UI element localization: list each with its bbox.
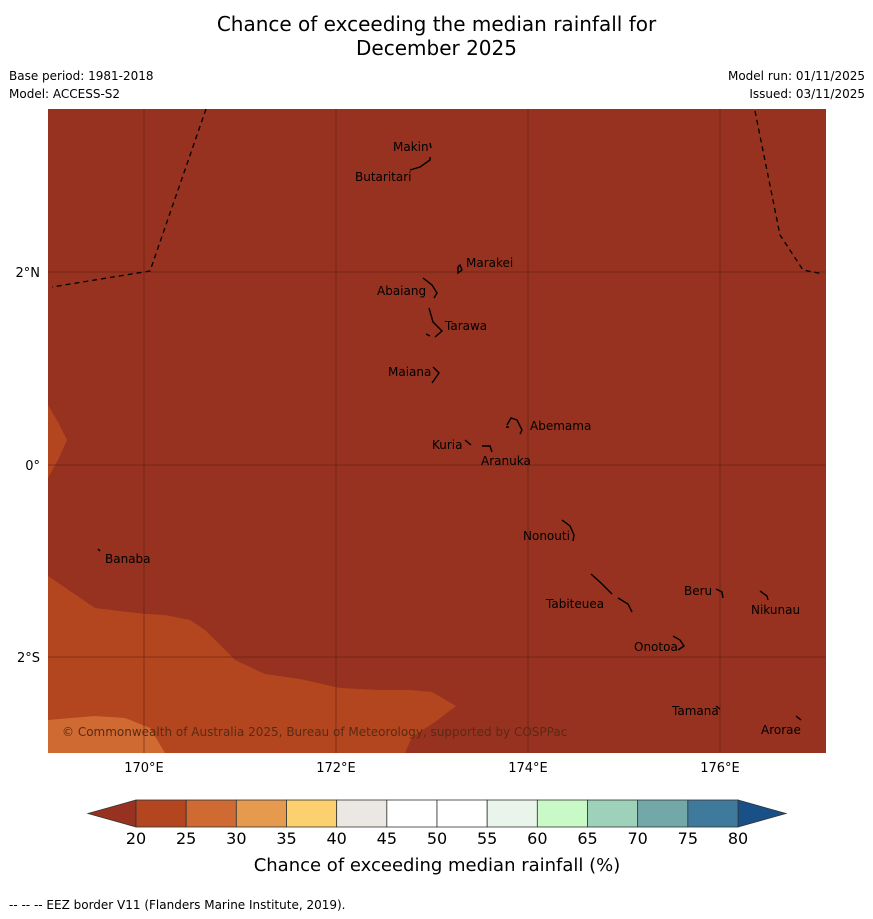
map-panel: Makin Butaritari Marakei Abaiang Tarawa … [48,109,826,753]
x-tick-172e: 172°E [316,761,356,776]
aranuka-outline [482,445,493,453]
label-nonouti: Nonouti [523,529,570,543]
label-kuria: Kuria [432,438,463,452]
colorbar-label-20: 20 [126,829,146,848]
colorbar-label-30: 30 [226,829,246,848]
issued-date: Issued: 03/11/2025 [749,87,865,101]
colorbar-segment-40-45 [336,799,388,828]
nonouti-outline [561,519,575,542]
copyright-notice: © Commonwealth of Australia 2025, Bureau… [62,725,567,739]
colorbar-label-60: 60 [527,829,547,848]
colorbar-segment-65-70 [587,799,639,828]
label-tamana: Tamana [671,704,719,718]
colorbar-label-25: 25 [176,829,196,848]
butaritari-outline [409,157,431,171]
colorbar-segment-35-40 [286,799,338,828]
eez-borders [51,109,824,288]
x-tick-176e: 176°E [700,761,740,776]
y-tick-2n: 2°N [16,266,41,281]
marakei-outline [457,263,463,275]
colorbar-label-50: 50 [427,829,447,848]
meta-right: Model run: 01/11/2025 Issued: 03/11/2025 [728,67,865,103]
label-arorae: Arorae [761,723,801,737]
label-beru: Beru [684,584,712,598]
x-axis: 170°E 172°E 174°E 176°E [124,761,740,776]
label-aranuka: Aranuka [481,454,531,468]
title-line-1: Chance of exceeding the median rainfall … [216,12,657,36]
model-run: Model run: 01/11/2025 [727,69,865,83]
label-onotoa: Onotoa [634,640,678,654]
colorbar-labels: 20 25 30 35 40 45 50 55 60 65 70 75 80 [126,829,748,848]
colorbar-segment-60-65 [536,799,588,828]
label-makin: Makin [393,140,429,154]
colorbar-label-40: 40 [326,829,346,848]
tamana-outline [715,705,721,710]
arorae-outline [795,715,802,721]
colorbar-label-45: 45 [377,829,397,848]
colorbar-title: Chance of exceeding median rainfall (%) [254,855,621,876]
label-marakei: Marakei [466,256,513,270]
colorbar-segment-45-50 [386,799,438,828]
base-period: Base period: 1981-2018 [9,69,154,83]
colorbar-label-75: 75 [678,829,698,848]
eez-border-east [754,110,824,275]
colorbar-under-arrow [86,799,137,828]
colorbar-segments [135,799,739,828]
map-title: Chance of exceeding the median rainfall … [0,12,873,60]
maiana-outline [431,366,440,384]
colorbar-segment-20-25 [135,799,187,828]
label-butaritari: Butaritari [355,170,412,184]
label-tarawa: Tarawa [444,319,487,333]
tabiteuea-outline [590,573,633,613]
gridlines [48,109,826,753]
colorbar-segment-70-75 [637,799,689,828]
region-20-25 [48,576,456,753]
place-labels: Makin Butaritari Marakei Abaiang Tarawa … [105,140,801,737]
model-name: Model: ACCESS-S2 [9,87,121,101]
label-nikunau: Nikunau [751,603,800,617]
island-outlines [97,142,802,721]
nikunau-outline [759,590,769,601]
y-axis: 2°N 0° 2°S [16,266,41,666]
label-abemama: Abemama [530,419,591,433]
colorbar-segment-50-55 [436,799,488,828]
colorbar-over-arrow [737,799,788,828]
colorbar-label-70: 70 [627,829,647,848]
makin-outline [429,142,432,149]
abaiang-outline [422,277,438,299]
tarawa-outline [425,307,444,338]
colorbar: 20 25 30 35 40 45 50 55 60 65 70 75 80 Chance of exc… [86,799,788,876]
eez-border-west [51,109,207,288]
x-tick-174e: 174°E [508,761,548,776]
beru-outline [715,588,724,599]
colorbar-segment-55-60 [486,799,538,828]
title-line-2: December 2025 [356,36,517,60]
colorbar-label-55: 55 [477,829,497,848]
label-abaiang: Abaiang [377,284,426,298]
colorbar-label-35: 35 [276,829,296,848]
colorbar-label-80: 80 [728,829,748,848]
x-tick-170e: 170°E [124,761,164,776]
banaba-outline [97,548,101,552]
onotoa-outline [672,635,685,651]
meta-left: Base period: 1981-2018 Model: ACCESS-S2 [9,67,154,103]
label-maiana: Maiana [388,365,431,379]
y-tick-2s: 2°S [17,651,40,666]
colorbar-segment-25-30 [185,799,237,828]
region-20-25-west [48,405,67,478]
label-tabiteuea: Tabiteuea [545,597,604,611]
eez-footer-note: -- -- -- EEZ border V11 (Flanders Marine… [9,898,346,912]
y-tick-0: 0° [25,459,40,474]
colorbar-segment-75-80 [687,799,739,828]
label-banaba: Banaba [105,552,151,566]
abemama-outline [506,417,523,435]
colorbar-segment-30-35 [235,799,287,828]
colorbar-label-65: 65 [577,829,597,848]
kuria-outline [464,439,472,446]
region-25-30 [48,716,165,753]
